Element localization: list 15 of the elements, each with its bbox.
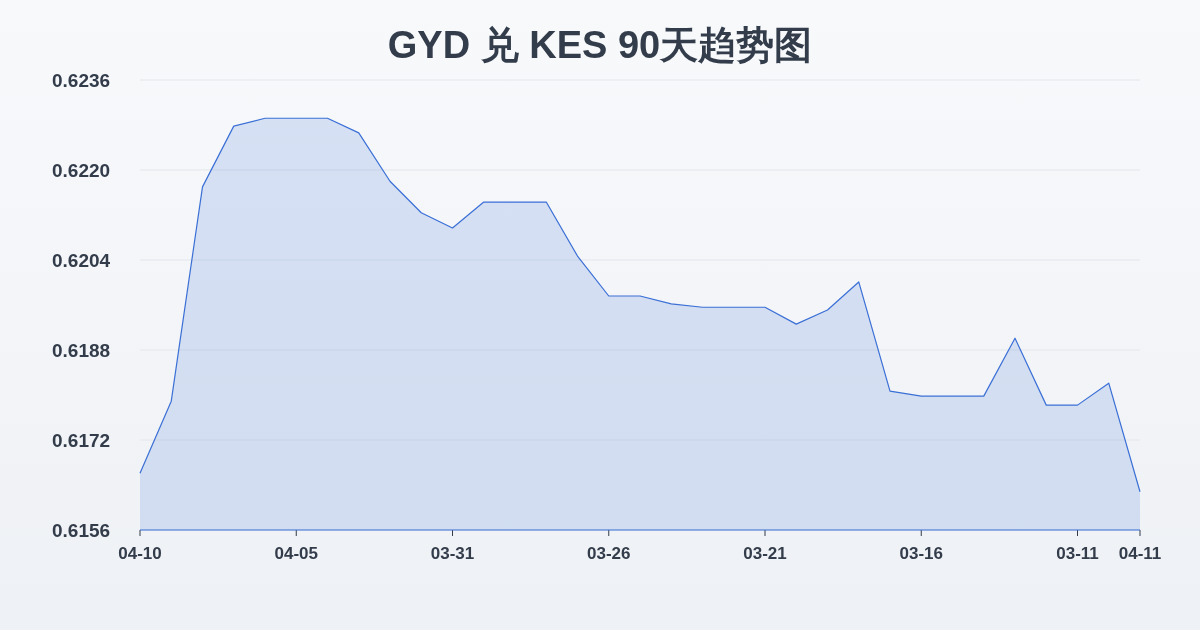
x-tick-label: 03-11 — [1056, 544, 1099, 563]
x-tick-label: 03-31 — [430, 544, 475, 563]
x-tick-label: 04-10 — [118, 544, 162, 563]
x-tick-label: 03-21 — [743, 544, 787, 563]
y-tick-label: 0.6172 — [52, 430, 111, 451]
y-tick-label: 0.6188 — [52, 340, 111, 361]
y-tick-label: 0.6236 — [52, 70, 111, 91]
y-tick-label: 0.6156 — [52, 520, 111, 541]
x-tick-label: 04-05 — [274, 544, 318, 563]
chart-title: GYD 兑 KES 90天趋势图 — [387, 24, 813, 66]
x-tick-label: 04-11 — [1118, 544, 1162, 563]
y-tick-label: 0.6204 — [52, 250, 111, 271]
x-tick-label: 03-16 — [899, 544, 943, 563]
y-tick-label: 0.6220 — [52, 160, 111, 181]
x-tick-label: 03-26 — [587, 544, 631, 563]
